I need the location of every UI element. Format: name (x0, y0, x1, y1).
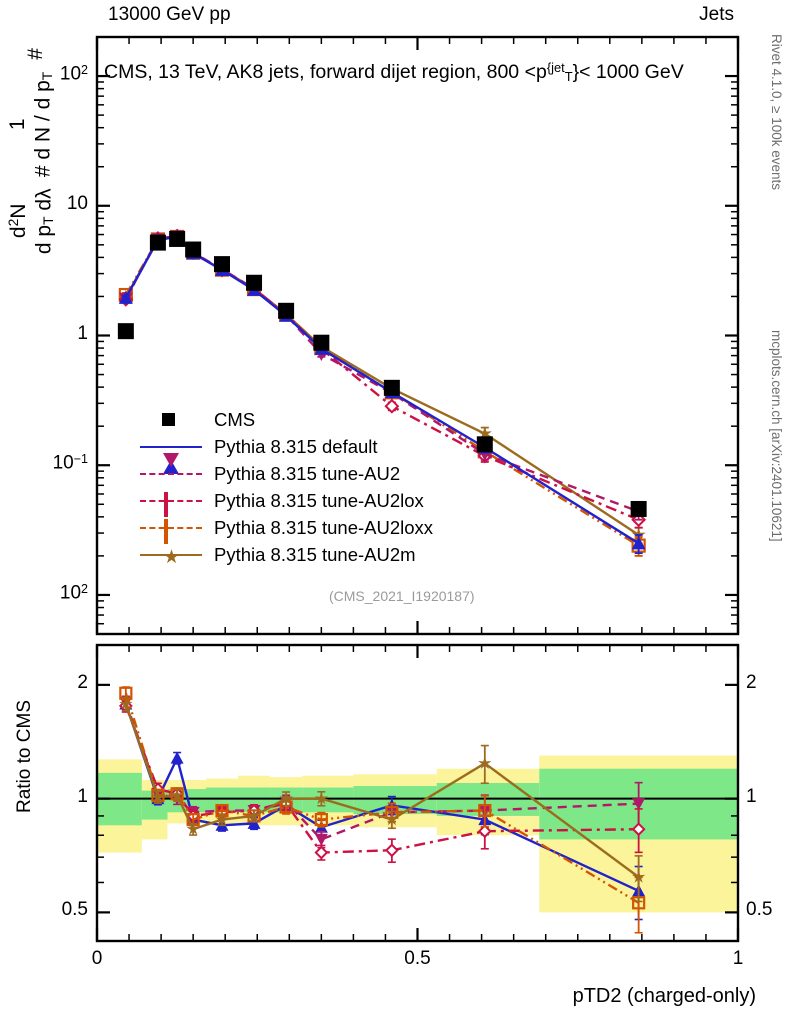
marker-square-filled (185, 241, 202, 258)
marker-square-filled (169, 230, 186, 247)
legend-line (140, 526, 202, 529)
marker-square-filled (476, 436, 493, 453)
legend-label: Pythia 8.315 tune-AU2lox (214, 489, 424, 511)
legend-label: Pythia 8.315 default (214, 435, 378, 457)
header-left-label: 13000 GeV pp (108, 4, 231, 25)
x-axis-label: pTD2 (charged-only) (572, 985, 756, 1007)
marker-star (215, 812, 229, 826)
legend-item[interactable]: Pythia 8.315 tune-AU2lox (140, 487, 433, 517)
legend-key (140, 437, 202, 474)
y-tick-label-ratio: 1 (746, 785, 757, 807)
legend-key (140, 452, 202, 488)
rivet-version-label: Rivet 4.1.0, ≥ 100k events (769, 34, 784, 190)
plot-title-post: }< 1000 GeV (572, 60, 684, 83)
marker-square-open (314, 813, 328, 827)
plot-title-sup: {jet (546, 60, 565, 75)
mcplots-source-label: mcplots.cern.ch [arXiv:2401.10621] (769, 330, 784, 542)
legend-item[interactable]: Pythia 8.315 tune-AU2 (140, 452, 433, 488)
y-tick-label-ratio: 0.5 (61, 899, 88, 921)
legend-key (140, 491, 202, 517)
marker-square-filled (149, 234, 166, 251)
y-tick-label-main: 102 (59, 63, 88, 85)
y-tick-label-main: 10 (66, 192, 88, 214)
legend: CMS Pythia 8.315 default Pythia 8.315 tune… (140, 406, 433, 568)
marker-square-filled (246, 274, 263, 291)
square-open-icon (164, 518, 168, 544)
x-tick-label: 0 (91, 948, 103, 969)
y-tick-label-ratio: 1 (77, 785, 88, 807)
marker-square-open (478, 803, 492, 818)
legend-item[interactable]: ★ Pythia 8.315 tune-AU2m (140, 541, 433, 568)
marker-diamond-open (384, 398, 400, 414)
y-tick-label-ratio: 0.5 (746, 899, 773, 921)
marker-star (478, 756, 492, 769)
marker-diamond-open (314, 845, 329, 860)
marker-star (631, 870, 646, 883)
marker-star (170, 788, 184, 802)
legend-item[interactable]: Pythia 8.315 tune-AU2loxx (140, 514, 434, 544)
y-tick-label-main: 102 (59, 581, 88, 604)
legend-key: ★ (140, 545, 202, 568)
legend-key (140, 518, 202, 544)
marker-square-filled (213, 256, 230, 273)
legend-line (140, 445, 202, 448)
x-tick-label: 0.5 (404, 948, 431, 969)
marker-star (119, 696, 133, 710)
marker-triangle-down (314, 833, 328, 846)
y-tick-label-main: 1 (77, 322, 88, 344)
series-0 (117, 230, 647, 517)
plot-title-sub: T (564, 68, 573, 84)
marker-square-filled (313, 334, 330, 351)
marker-star (279, 791, 293, 805)
marker-square-filled (278, 302, 295, 319)
legend-label: Pythia 8.315 tune-AU2loxx (214, 516, 434, 538)
marker-diamond-open (477, 824, 492, 839)
marker-square-filled (630, 500, 647, 517)
square-filled-icon (162, 412, 175, 426)
y-tick-label-ratio: 2 (746, 671, 757, 693)
legend-label: Pythia 8.315 tune-AU2m (214, 543, 416, 565)
marker-triangle-up (247, 816, 261, 829)
ratio-series-5 (119, 696, 646, 903)
plot-title-pre: CMS, 13 TeV, AK8 jets, forward dijet reg… (104, 60, 547, 83)
legend-label: CMS (214, 408, 256, 430)
marker-square-filled (383, 379, 400, 396)
legend-key (140, 410, 202, 430)
marker-star (385, 812, 399, 826)
marker-star (247, 808, 261, 822)
diamond-open-icon (164, 491, 168, 517)
header-right-label: Jets (699, 4, 734, 25)
legend-line (140, 472, 202, 475)
marker-triangle-up (631, 536, 646, 550)
x-tick-label: 1 (732, 948, 744, 969)
legend-item[interactable]: Pythia 8.315 default (140, 433, 433, 474)
plot-title: CMS, 13 TeV, AK8 jets, forward dijet reg… (104, 60, 684, 84)
y-tick-label-main: 10−1 (52, 452, 88, 474)
triangle-down-icon (163, 452, 179, 489)
marker-diamond-open (631, 822, 646, 837)
marker-star (477, 426, 492, 440)
marker-triangle-down (632, 798, 646, 811)
y-tick-label-ratio: 2 (77, 671, 88, 693)
marker-star (314, 791, 329, 805)
marker-triangle-up (118, 290, 133, 304)
legend-label: Pythia 8.315 tune-AU2 (214, 462, 401, 484)
legend-item[interactable]: CMS (140, 406, 433, 433)
marker-diamond-open (384, 843, 399, 858)
marker-triangle-up (170, 751, 184, 764)
legend-line (140, 499, 202, 502)
marker-star (151, 789, 165, 803)
marker-square-filled (117, 323, 134, 340)
marker-star (186, 822, 200, 835)
star-icon: ★ (163, 546, 181, 568)
analysis-id-watermark: (CMS_2021_I1920187) (329, 588, 475, 604)
legend-line (140, 553, 202, 556)
